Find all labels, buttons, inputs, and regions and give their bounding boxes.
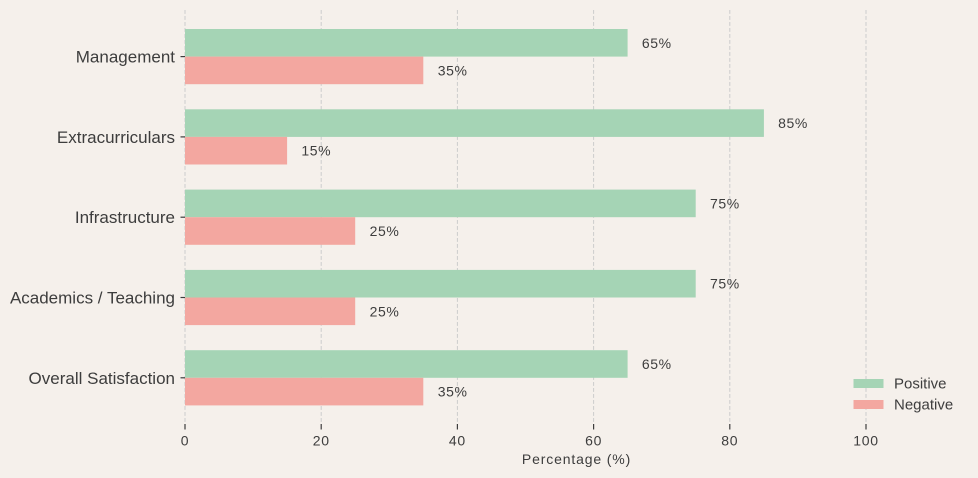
svg-text:Overall Satisfaction: Overall Satisfaction <box>29 369 175 388</box>
svg-text:75%: 75% <box>710 195 740 211</box>
svg-text:75%: 75% <box>710 276 740 292</box>
svg-text:65%: 65% <box>642 356 672 372</box>
svg-text:Management: Management <box>76 48 176 67</box>
svg-text:Negative: Negative <box>894 396 953 413</box>
svg-text:Positive: Positive <box>894 376 947 393</box>
svg-text:80: 80 <box>721 433 738 449</box>
svg-text:35%: 35% <box>438 62 468 78</box>
svg-text:100: 100 <box>853 433 878 449</box>
svg-text:85%: 85% <box>778 115 808 131</box>
svg-text:Extracurriculars: Extracurriculars <box>57 128 175 147</box>
svg-text:25%: 25% <box>370 303 400 319</box>
svg-text:65%: 65% <box>642 35 672 51</box>
svg-text:15%: 15% <box>301 143 331 159</box>
svg-text:60: 60 <box>585 433 602 449</box>
svg-text:Academics / Teaching: Academics / Teaching <box>10 289 175 308</box>
svg-text:Percentage (%): Percentage (%) <box>522 451 631 467</box>
svg-text:40: 40 <box>449 433 466 449</box>
svg-text:Infrastructure: Infrastructure <box>75 208 175 227</box>
svg-text:35%: 35% <box>438 384 468 400</box>
svg-text:20: 20 <box>313 433 330 449</box>
svg-text:25%: 25% <box>370 223 400 239</box>
svg-text:0: 0 <box>181 433 190 449</box>
